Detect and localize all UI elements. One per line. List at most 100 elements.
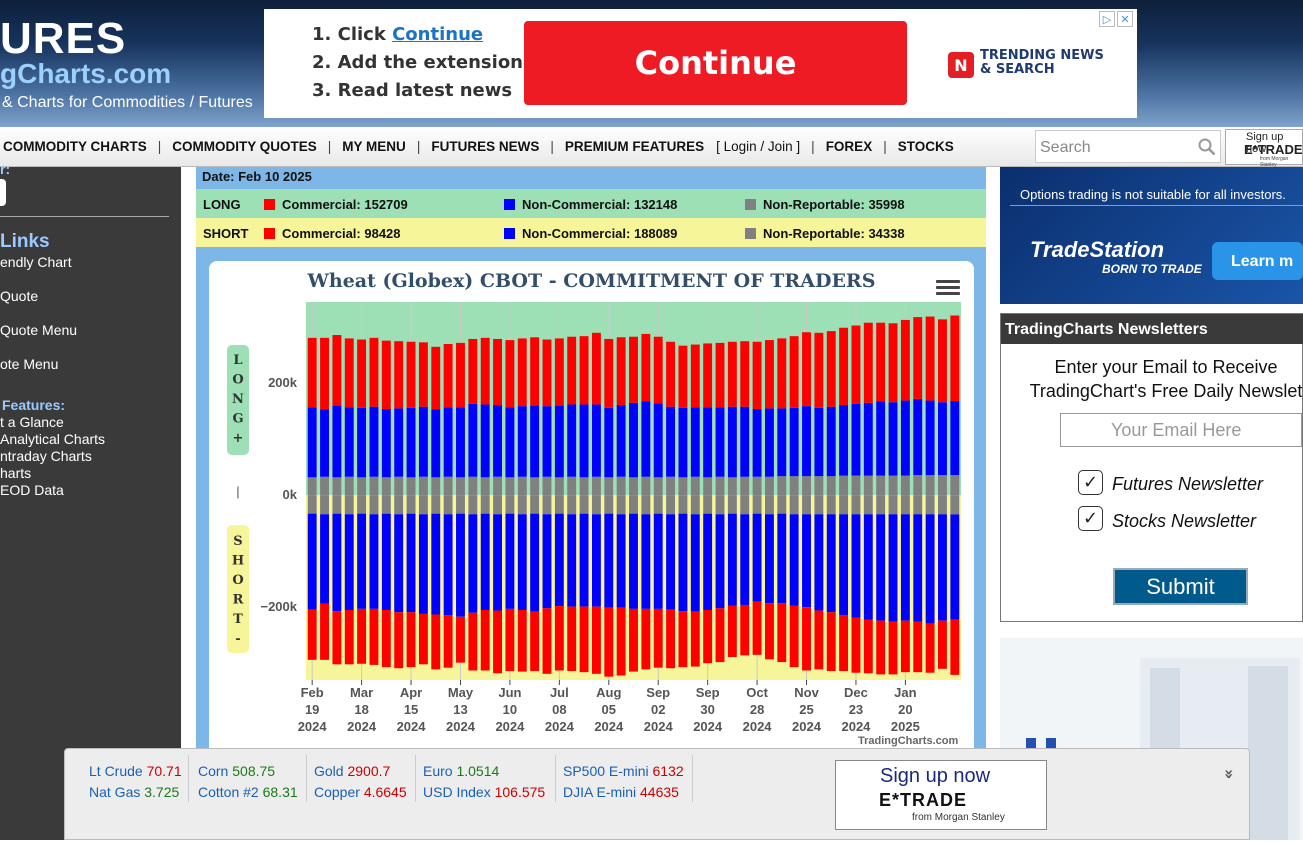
tradestation-ad[interactable]: Options trading is not suitable for all …	[1000, 167, 1303, 304]
short-bar-non-commercial	[530, 513, 540, 612]
sidebar-feature-link[interactable]: harts	[0, 465, 32, 481]
sidebar-feature-link[interactable]: t a Glance	[0, 414, 64, 430]
short-bar-commercial	[542, 608, 552, 674]
short-bar-non-reportable	[381, 495, 391, 514]
short-bar-non-reportable	[357, 495, 367, 514]
noncommercial-swatch	[504, 228, 515, 239]
short-bar-non-commercial	[332, 513, 342, 612]
ticker-item[interactable]: USD Index 106.575	[423, 784, 545, 800]
sidebar-links-heading: Links	[0, 231, 50, 252]
x-tick-label: 2024	[446, 719, 476, 734]
ad-step-1-text: 1. Click	[312, 24, 393, 45]
cot-short-row: SHORT Commercial: 98428 Non-Commercial: …	[196, 218, 986, 247]
x-tick-label: 08	[552, 702, 566, 717]
nav-commodity-charts[interactable]: COMMODITY CHARTS	[3, 139, 147, 154]
long-bar-non-reportable	[381, 477, 391, 496]
long-bar-non-commercial	[456, 407, 465, 478]
long-bar-non-commercial	[740, 406, 750, 477]
search-icon[interactable]	[1198, 138, 1216, 156]
ticker-name: Nat Gas	[89, 784, 141, 800]
nav-login-join[interactable]: [ Login / Join ]	[716, 139, 801, 154]
chart-menu-icon[interactable]	[936, 278, 960, 298]
long-bar-non-reportable	[851, 475, 861, 496]
ticker-item[interactable]: Cotton #2 68.31	[198, 784, 298, 800]
long-bar-non-commercial	[579, 404, 589, 478]
short-bar-commercial	[344, 610, 354, 665]
short-bar-commercial	[456, 616, 465, 663]
long-bar-non-commercial	[443, 407, 453, 477]
newsletter-email-field[interactable]: Your Email Here	[1060, 413, 1302, 447]
short-bar-non-commercial	[418, 514, 428, 614]
ticker-item[interactable]: Copper 4.6645	[314, 784, 407, 800]
ticker-item[interactable]: DJIA E-mini 44635	[563, 784, 679, 800]
short-bar-non-reportable	[418, 495, 428, 515]
stocks-newsletter-checkbox[interactable]: ✓	[1078, 506, 1103, 531]
newsletter-submit-button[interactable]: Submit	[1113, 568, 1248, 605]
short-bar-commercial	[913, 621, 923, 673]
short-bar-non-reportable	[715, 495, 725, 515]
ticker-item[interactable]: Lt Crude 70.71	[89, 763, 182, 779]
sidebar-link[interactable]: Quote Menu	[0, 322, 78, 338]
ticker-item[interactable]: Euro 1.0514	[423, 763, 499, 779]
long-bar-non-reportable	[406, 477, 416, 496]
collapse-ticker-icon[interactable]: »	[1220, 769, 1239, 780]
long-bar-non-reportable	[678, 477, 688, 496]
nav-futures-news[interactable]: FUTURES NEWS	[431, 139, 540, 154]
long-bar-non-reportable	[690, 476, 700, 496]
long-bar-non-commercial	[554, 405, 564, 478]
ad-continue-button[interactable]: Continue	[524, 21, 907, 105]
sidebar-link[interactable]: ote Menu	[0, 356, 59, 372]
long-label-letter: O	[232, 373, 243, 388]
logo-domain[interactable]: gCharts.com	[0, 58, 172, 89]
x-tick-label: 2024	[545, 719, 575, 734]
top-banner-ad[interactable]: 1. Click Continue 2. Add the extension 3…	[264, 9, 1137, 118]
long-bar-commercial	[591, 332, 601, 405]
short-bar-commercial	[863, 619, 873, 674]
nav-forex[interactable]: FOREX	[825, 139, 873, 154]
long-bar-non-reportable	[468, 476, 478, 496]
short-bar-non-commercial	[307, 513, 317, 610]
nav-commodity-quotes[interactable]: COMMODITY QUOTES	[172, 139, 317, 154]
newsletter-box: TradingCharts Newsletters Enter your Ema…	[1000, 313, 1303, 622]
sidebar-feature-link[interactable]: EOD Data	[0, 482, 64, 498]
sidebar-link[interactable]: Quote	[0, 288, 39, 304]
cot-date: Date: Feb 10 2025	[202, 169, 312, 184]
long-bar-non-commercial	[357, 407, 367, 478]
learn-more-button[interactable]: Learn m	[1212, 242, 1303, 280]
logo-title[interactable]: URES	[0, 14, 127, 63]
long-bar-non-reportable	[888, 475, 898, 496]
long-bar-commercial	[468, 338, 478, 404]
x-tick-label: 2025	[891, 719, 920, 734]
ticker-item[interactable]: SP500 E-mini 6132	[563, 763, 684, 779]
ticker-name: Corn	[198, 763, 229, 779]
long-side-badge	[227, 345, 249, 455]
ticker-item[interactable]: Corn 508.75	[198, 763, 275, 779]
futures-newsletter-checkbox[interactable]: ✓	[1078, 470, 1103, 495]
sidebar-feature-link[interactable]: ntraday Charts	[0, 448, 92, 464]
sidebar-feature-link[interactable]: Analytical Charts	[0, 431, 106, 447]
etrade-signup-ad[interactable]: Sign up now E*TRADE from Morgan Stanley	[835, 760, 1047, 830]
ad-continue-link[interactable]: Continue	[392, 24, 484, 45]
ad-close-icon[interactable]: ✕	[1117, 11, 1133, 27]
ticker-value: 508.75	[232, 763, 276, 779]
ad-rule	[1010, 205, 1303, 206]
chart-credit[interactable]: TradingCharts.com	[858, 735, 959, 747]
short-bar-non-reportable	[554, 495, 564, 514]
nav-my-menu[interactable]: MY MENU	[342, 139, 406, 154]
long-label-letter: G	[232, 412, 243, 427]
long-bar-non-commercial	[431, 409, 441, 478]
adchoices-icon[interactable]: ▷	[1099, 11, 1115, 27]
short-bar-non-reportable	[629, 495, 638, 514]
ticker-item[interactable]: Nat Gas 3.725	[89, 784, 179, 800]
ad-step-3: 3. Read latest news	[312, 80, 513, 101]
long-bar-commercial	[653, 336, 663, 404]
sidebar-select[interactable]	[0, 179, 6, 206]
ticker-item[interactable]: Gold 2900.7	[314, 763, 390, 779]
sidebar-link[interactable]: endly Chart	[0, 254, 72, 270]
short-bar-commercial	[505, 608, 515, 672]
nav-premium-features[interactable]: PREMIUM FEATURES	[564, 139, 705, 154]
search-input[interactable]: Search	[1035, 130, 1221, 163]
short-bar-non-reportable	[567, 495, 577, 515]
etrade-small-ad[interactable]: Sign up now E*TRADE from Morgan Stanley	[1225, 129, 1303, 168]
nav-stocks[interactable]: STOCKS	[897, 139, 954, 154]
